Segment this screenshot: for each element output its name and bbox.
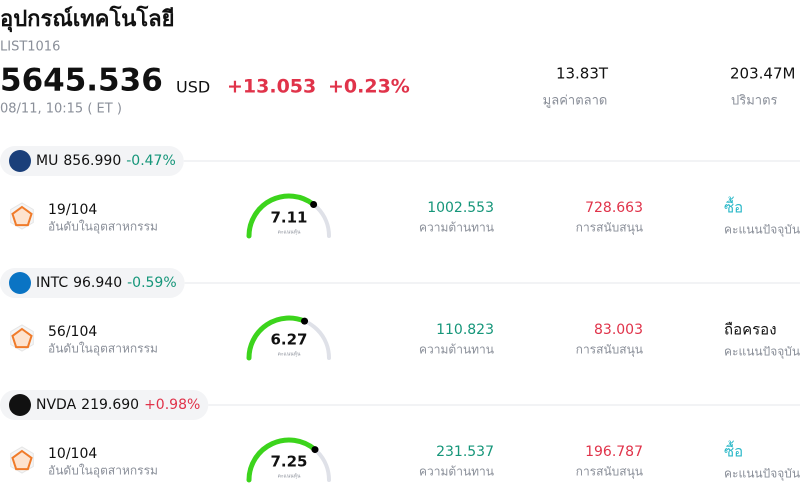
rating-label: คะแนนปัจจุบัน (724, 223, 800, 238)
resistance-label: ความต้านทาน (419, 465, 494, 479)
rating: ซื้อ (724, 441, 743, 461)
stat-label: ปริมาตร (731, 94, 778, 109)
resistance-label: ความต้านทาน (419, 343, 494, 357)
support: 728.663 (585, 200, 643, 216)
rank: 19/104 (48, 202, 97, 218)
gauge-dot (310, 200, 318, 208)
title: อุปกรณ์เทคโนโลยี (0, 5, 175, 33)
support: 196.787 (585, 444, 643, 460)
stat-value: 203.47M (730, 65, 795, 83)
logo (9, 150, 31, 172)
rank: 56/104 (48, 324, 97, 340)
time: 08/11, 10:15 ( ET ) (0, 102, 122, 117)
price: 5645.536 (0, 63, 163, 99)
rank-icon (11, 327, 33, 349)
gauge-fill (246, 437, 318, 483)
ticker-pill[interactable] (0, 390, 209, 420)
rating: ซื้อ (724, 197, 743, 217)
logo (9, 272, 31, 294)
score: 6.27 (270, 331, 307, 349)
rank-label: อันดับในอุตสาหกรรม (48, 220, 158, 235)
code: LIST1016 (0, 40, 60, 55)
rank-icon (11, 449, 33, 471)
ticker: MU (36, 153, 58, 169)
resistance: 231.537 (436, 444, 494, 460)
stat-value: 13.83T (556, 65, 609, 83)
score-label: คะแนนหุ้น (278, 351, 301, 358)
logo (9, 394, 31, 416)
change: +13.053 (227, 76, 316, 98)
gauge-fill (246, 315, 308, 361)
resistance: 110.823 (436, 322, 494, 338)
score-label: คะแนนหุ้น (278, 229, 301, 236)
support-label: การสนับสนุน (576, 343, 643, 358)
stock-price: 96.940 (73, 275, 122, 291)
rating: ถือครอง (724, 321, 777, 339)
change-pct: +0.23% (328, 76, 410, 98)
support-label: การสนับสนุน (576, 465, 643, 480)
rating-label: คะแนนปัจจุบัน (724, 345, 800, 360)
ticker: INTC (36, 275, 68, 291)
stock-change: -0.59% (127, 275, 177, 291)
stock-change: +0.98% (144, 397, 200, 413)
gauge-dot (301, 317, 309, 325)
score: 7.11 (270, 209, 307, 227)
currency: USD (176, 78, 210, 97)
support: 83.003 (594, 322, 643, 338)
support-label: การสนับสนุน (576, 221, 643, 236)
gauge-dot (311, 446, 319, 454)
stock-price: 856.990 (63, 153, 121, 169)
ticker-pill[interactable] (0, 268, 185, 298)
resistance: 1002.553 (427, 200, 494, 216)
stock-change: -0.47% (126, 153, 176, 169)
stock-price: 219.690 (81, 397, 139, 413)
rank-icon (11, 205, 33, 227)
rank-label: อันดับในอุตสาหกรรม (48, 342, 158, 357)
rating-label: คะแนนปัจจุบัน (724, 467, 800, 482)
rank: 10/104 (48, 446, 97, 462)
ticker-pill[interactable] (0, 146, 184, 176)
score-label: คะแนนหุ้น (278, 473, 301, 480)
ticker: NVDA (36, 397, 77, 413)
rank-label: อันดับในอุตสาหกรรม (48, 464, 158, 479)
gauge-fill (246, 193, 317, 239)
score: 7.25 (270, 453, 307, 471)
resistance-label: ความต้านทาน (419, 221, 494, 235)
stat-label: มูลค่าตลาด (543, 94, 608, 109)
